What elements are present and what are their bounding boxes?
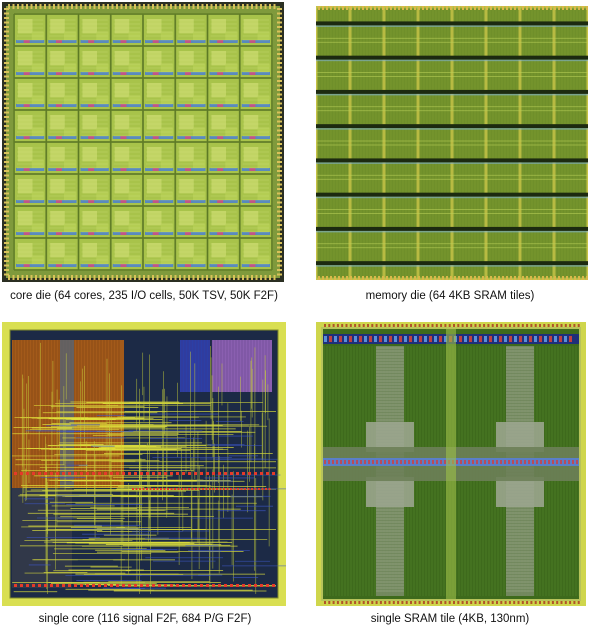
sram-tile-caption: single SRAM tile (4KB, 130nm) <box>370 613 530 625</box>
core-die-layout <box>2 2 284 282</box>
sram-tile-layout <box>316 322 586 606</box>
memory-die-panel <box>316 6 588 280</box>
single-core-layout <box>2 322 286 606</box>
single-core-caption: single core (116 signal F2F, 684 P/G F2F… <box>38 613 252 625</box>
memory-die-layout <box>316 6 588 280</box>
core-die-panel <box>2 2 284 282</box>
memory-die-caption: memory die (64 4KB SRAM tiles) <box>365 290 535 302</box>
single-core-panel <box>2 322 286 606</box>
sram-tile-panel <box>316 322 586 606</box>
core-die-caption: core die (64 cores, 235 I/O cells, 50K T… <box>10 290 278 302</box>
